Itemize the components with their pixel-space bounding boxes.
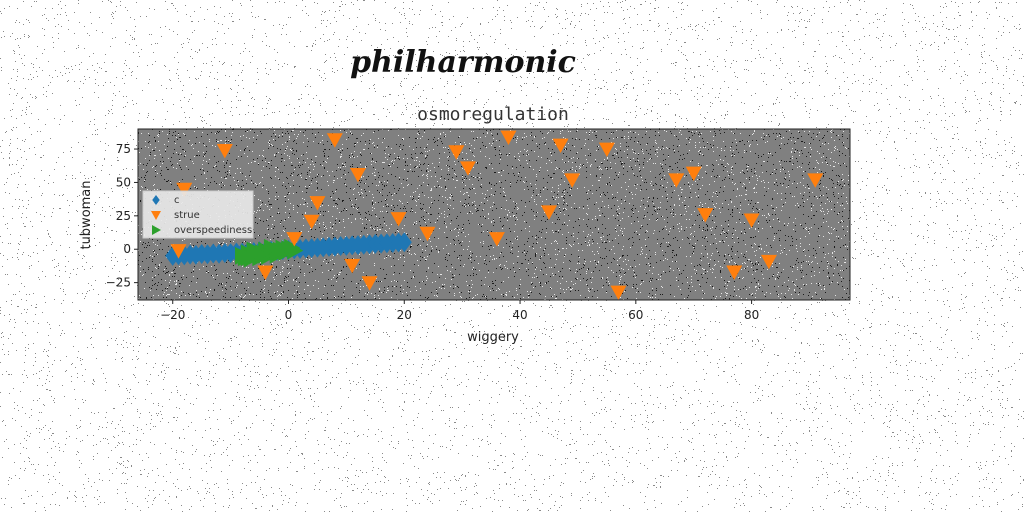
y-axis-ticks: −25 0 25 50 75 (106, 142, 138, 290)
point-strue (257, 265, 274, 280)
point-strue (760, 254, 777, 270)
point-strue (610, 285, 627, 300)
point-strue (309, 196, 326, 211)
point-strue (448, 145, 465, 160)
plot-noise (138, 129, 850, 300)
point-strue (743, 213, 760, 228)
y-tick-label: 75 (116, 142, 131, 156)
x-axis-ticks: −20 0 20 40 60 80 (160, 300, 759, 322)
point-strue (216, 143, 233, 159)
x-axis-label: wiggery (467, 330, 519, 345)
point-strue (344, 258, 361, 274)
x-tick-label: 80 (744, 308, 759, 322)
legend-label-strue: strue (174, 210, 200, 221)
point-strue (326, 133, 343, 148)
legend-box (142, 190, 254, 239)
x-tick-label: 60 (628, 308, 643, 322)
point-overspeediness (240, 248, 257, 267)
legend-marker-strue (151, 211, 161, 220)
x-tick-label: −20 (160, 308, 185, 322)
series-overspeediness (234, 238, 304, 268)
point-strue (176, 182, 193, 198)
point-strue (500, 130, 517, 146)
point-strue (488, 232, 505, 247)
point-strue (807, 173, 824, 188)
legend-marker-overspeediness (152, 225, 161, 235)
point-strue (552, 138, 569, 154)
point-strue (361, 276, 378, 291)
point-strue (598, 142, 615, 158)
plot-frame (137, 128, 851, 301)
point-strue (668, 173, 685, 188)
point-overspeediness (263, 238, 281, 257)
data-marks (165, 130, 824, 300)
point-strue (685, 166, 702, 182)
point-strue (459, 161, 476, 176)
point-strue (726, 265, 743, 280)
legend-label-c: c (174, 195, 180, 206)
x-tick-label: 0 (285, 308, 293, 322)
y-tick-label: −25 (106, 276, 131, 290)
series-c (165, 232, 412, 266)
y-tick-label: 0 (123, 242, 131, 256)
legend-label-overspeediness: overspeediness (174, 225, 252, 236)
point-strue (286, 232, 303, 247)
legend: c strue overspeediness (142, 190, 254, 239)
y-tick-label: 50 (116, 175, 131, 189)
point-strue (390, 212, 407, 227)
point-strue (349, 168, 366, 183)
series-strue (170, 130, 824, 300)
chart-title: osmoregulation (417, 104, 569, 125)
point-strue (419, 226, 436, 242)
y-axis-label: tubwoman (79, 180, 94, 249)
point-overspeediness (287, 241, 304, 260)
chart-suptitle: philharmonic (350, 45, 576, 80)
plot-noise-dark (138, 129, 850, 300)
point-strue (170, 244, 187, 259)
point-strue (697, 208, 714, 223)
point-strue (564, 173, 581, 188)
x-tick-label: 40 (512, 308, 527, 322)
point-strue (303, 214, 320, 230)
point-overspeediness (252, 245, 269, 264)
point-c (396, 232, 412, 253)
x-tick-label: 20 (397, 308, 412, 322)
point-strue (540, 205, 557, 220)
legend-marker-c (152, 195, 160, 205)
y-tick-label: 25 (116, 209, 131, 223)
